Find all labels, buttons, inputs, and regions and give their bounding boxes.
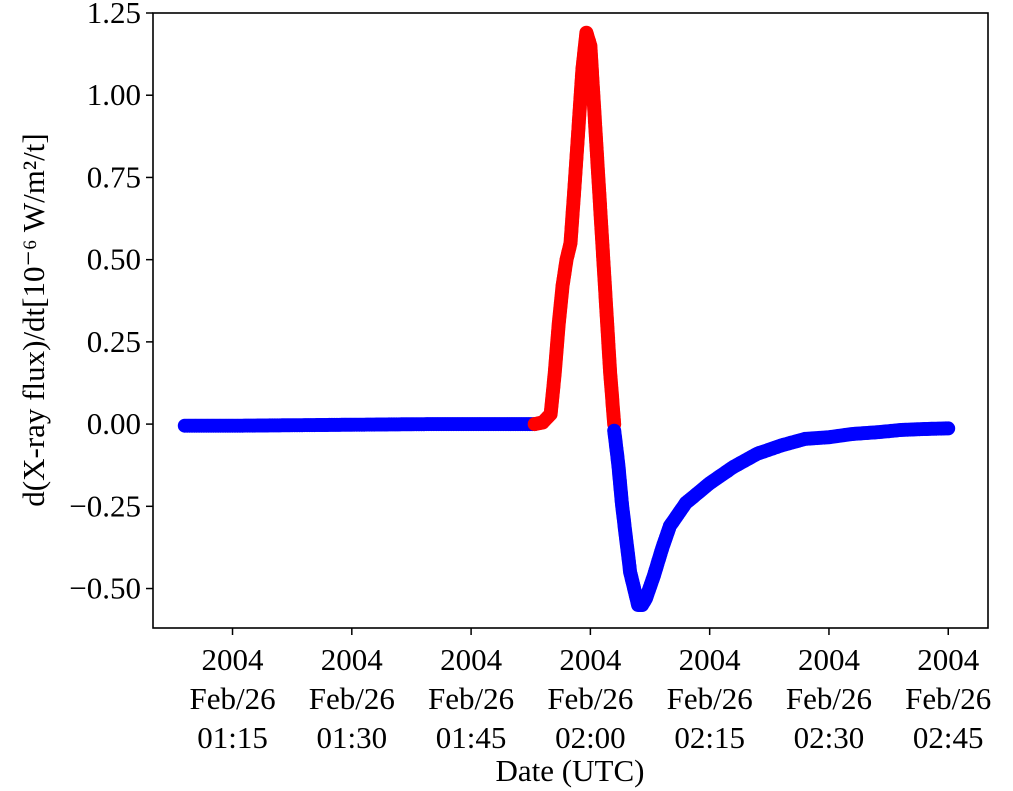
y-tick-label: 0.00: [87, 406, 141, 441]
y-axis-label: d(X-ray flux)/dt[10⁻⁶ W/m²/t]: [16, 133, 51, 506]
data-points: [177, 25, 956, 612]
y-tick-label: −0.25: [69, 488, 141, 523]
x-axis-ticks: 2004 Feb/26 01:15 2004 Feb/26 01:30 2004 Feb/26…: [189, 628, 991, 755]
x-tick-label-year: 2004: [321, 642, 384, 677]
y-tick-label: 1.25: [87, 0, 141, 30]
data-point: [941, 421, 956, 436]
y-tick-label: −0.50: [69, 571, 141, 606]
y-tick-label: 0.50: [87, 242, 141, 277]
x-tick-label-year: 2004: [440, 642, 503, 677]
y-tick-label: 1.00: [87, 77, 141, 112]
x-tick-label-year: 2004: [679, 642, 742, 677]
x-tick-label-time: 01:30: [316, 720, 387, 755]
x-tick-label-year: 2004: [559, 642, 622, 677]
x-tick-label-time: 02:15: [674, 720, 745, 755]
x-tick-label-time: 02:45: [913, 720, 984, 755]
x-tick-label-time: 01:45: [436, 720, 507, 755]
x-tick-label-year: 2004: [202, 642, 265, 677]
x-tick-label-year: 2004: [798, 642, 861, 677]
x-tick-label-date: Feb/26: [547, 681, 633, 716]
x-tick-label-time: 02:00: [555, 720, 626, 755]
plot-area-frame: [152, 12, 989, 629]
x-tick-label-date: Feb/26: [905, 681, 991, 716]
x-axis-label: Date (UTC): [496, 753, 645, 788]
x-tick-label-time: 02:30: [794, 720, 865, 755]
x-tick-label-date: Feb/26: [786, 681, 872, 716]
x-tick-label-date: Feb/26: [189, 681, 275, 716]
x-tick-label-date: Feb/26: [667, 681, 753, 716]
y-tick-label: 0.75: [87, 159, 141, 194]
x-tick-label-date: Feb/26: [428, 681, 514, 716]
x-tick-label-year: 2004: [917, 642, 980, 677]
x-tick-label-date: Feb/26: [309, 681, 395, 716]
y-tick-label: 0.25: [87, 324, 141, 359]
x-tick-label-time: 01:15: [197, 720, 268, 755]
y-axis-ticks: −0.50 −0.25 0.00 0.25 0.50 0.75 1.00 1.25: [69, 0, 153, 606]
